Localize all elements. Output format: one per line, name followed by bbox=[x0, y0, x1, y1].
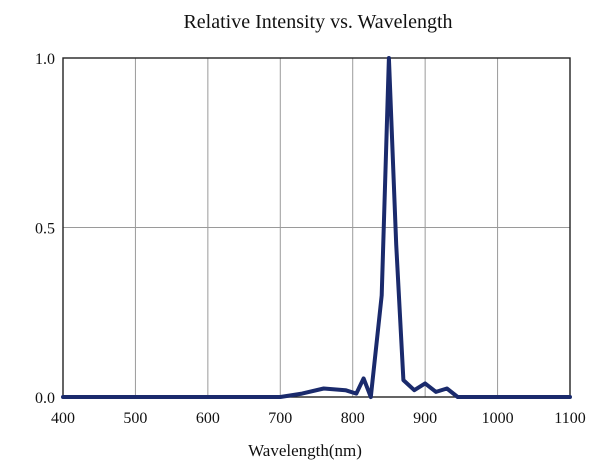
y-tick-label: 0.0 bbox=[35, 390, 55, 407]
y-tick-label: 1.0 bbox=[35, 51, 55, 68]
x-tick-label: 1000 bbox=[482, 410, 514, 427]
x-tick-label: 800 bbox=[341, 410, 365, 427]
series-line-0 bbox=[61, 56, 572, 399]
x-axis-label: Wavelength(nm) bbox=[248, 441, 362, 460]
series-layer bbox=[61, 56, 572, 399]
chart-title: Relative Intensity vs. Wavelength bbox=[183, 11, 452, 33]
grid-lines bbox=[63, 58, 570, 397]
x-tick-label: 500 bbox=[123, 410, 147, 427]
y-tick-label: 0.5 bbox=[35, 221, 55, 238]
y-tick-labels: 0.0 0.5 1.0 bbox=[35, 51, 55, 407]
x-tick-label: 700 bbox=[268, 410, 292, 427]
x-tick-label: 1100 bbox=[554, 410, 585, 427]
plot-frame bbox=[62, 57, 571, 398]
x-tick-labels: 400 500 600 700 800 900 1000 1100 bbox=[51, 410, 586, 427]
x-tick-label: 600 bbox=[196, 410, 220, 427]
x-tick-label: 400 bbox=[51, 410, 75, 427]
x-tick-label: 900 bbox=[413, 410, 437, 427]
